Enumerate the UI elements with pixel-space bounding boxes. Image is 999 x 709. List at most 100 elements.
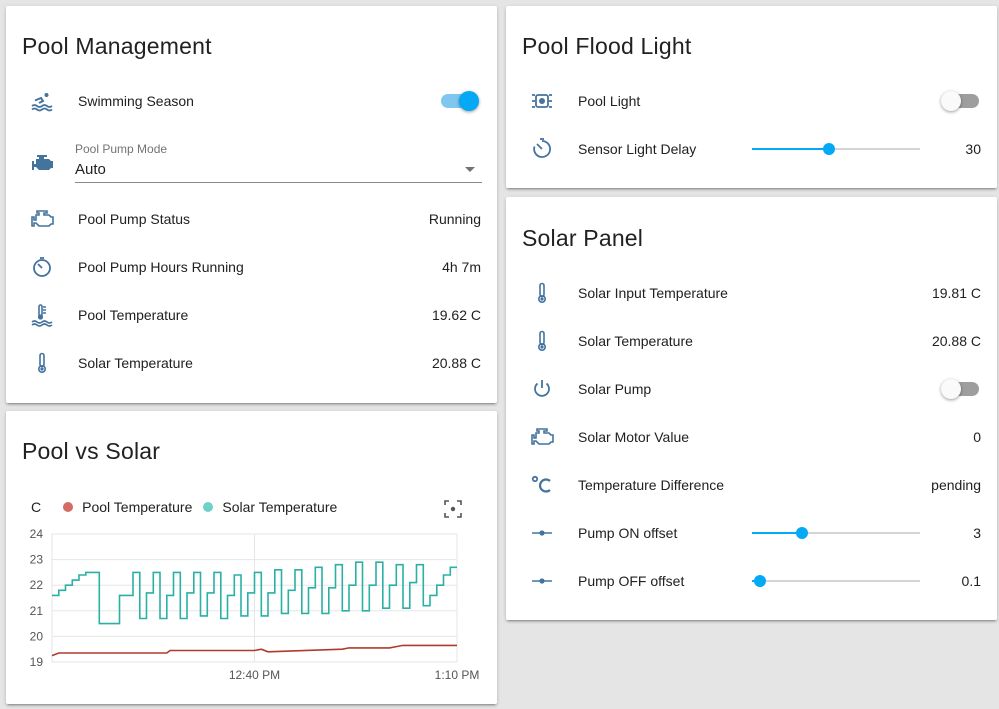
pump-on-offset-slider[interactable]	[752, 527, 920, 539]
solar-temperature-line	[52, 561, 457, 625]
y-tick-label: 21	[30, 604, 44, 618]
solar-motor-value-value: 0	[973, 429, 981, 445]
solar-pump-row[interactable]: Solar Pump	[522, 369, 981, 409]
pool-pump-status-row[interactable]: Pool Pump Status Running	[22, 199, 481, 239]
slider-thumb[interactable]	[796, 527, 809, 539]
thermometer-icon	[522, 273, 562, 313]
solar-input-temperature-label: Solar Input Temperature	[578, 285, 728, 301]
solar-pump-label: Solar Pump	[578, 381, 652, 397]
sensor-light-delay-slider-wrap	[752, 129, 920, 169]
pool-light-toggle[interactable]	[941, 91, 979, 111]
pool-temperature-row[interactable]: Pool Temperature 19.62 C	[22, 295, 481, 335]
timer-icon	[22, 247, 62, 287]
pump-off-offset-label: Pump OFF offset	[578, 573, 685, 589]
pool-pump-mode-label: Pool Pump Mode	[75, 142, 168, 156]
power-icon	[522, 369, 562, 409]
sensor-light-delay-label: Sensor Light Delay	[578, 141, 697, 157]
swimmer-icon	[22, 81, 62, 121]
celsius-icon	[522, 465, 562, 505]
slider-thumb[interactable]	[754, 575, 767, 587]
pool-pump-mode-underline	[75, 182, 482, 183]
solar-temperature-label: Solar Temperature	[578, 333, 693, 349]
sensor-light-delay-slider[interactable]	[752, 143, 920, 155]
pump-on-offset-label: Pump ON offset	[578, 525, 678, 541]
pump-off-offset-slider-wrap	[752, 561, 920, 601]
pool-vs-solar-card: Pool vs Solar C Pool Temperature Solar T…	[6, 411, 497, 704]
slider-fill	[752, 148, 830, 150]
pool-pump-status-value: Running	[428, 211, 481, 227]
timer-sand-icon	[522, 129, 562, 169]
toggle-knob	[941, 379, 961, 399]
thermometer-icon	[522, 321, 562, 361]
zoom-reset-icon[interactable]	[443, 499, 463, 519]
pool-light-row[interactable]: Pool Light	[522, 81, 981, 121]
pool-management-card: Pool Management Swimming Season Pool Pum…	[6, 6, 497, 403]
y-axis-unit: C	[31, 499, 42, 515]
solar-temperature-label: Solar Temperature	[78, 355, 193, 371]
card-title: Pool Flood Light	[522, 33, 692, 59]
solar-temperature-row[interactable]: Solar Temperature 20.88 C	[522, 321, 981, 361]
pool-pump-hours-label: Pool Pump Hours Running	[78, 259, 244, 275]
solar-temperature-value: 20.88 C	[931, 333, 981, 349]
solar-pump-toggle[interactable]	[941, 379, 979, 399]
slider-thumb[interactable]	[823, 143, 836, 155]
pool-flood-light-card: Pool Flood Light Pool Light Sensor Light…	[506, 6, 997, 188]
card-title: Pool Management	[22, 33, 212, 59]
pool-temperature-value: 19.62 C	[431, 307, 481, 323]
pump-on-offset-row[interactable]: Pump ON offset 3	[522, 513, 981, 553]
solar-motor-value-label: Solar Motor Value	[578, 429, 690, 445]
solar-temperature-value: 20.88 C	[431, 355, 481, 371]
legend-dot-solar	[203, 502, 214, 512]
pool-pump-hours-value: 4h 7m	[442, 259, 481, 275]
engine-outline-icon	[22, 199, 62, 239]
sensor-light-delay-row[interactable]: Sensor Light Delay 30	[522, 129, 981, 169]
temperature-difference-label: Temperature Difference	[578, 477, 725, 493]
swimming-season-row[interactable]: Swimming Season	[22, 81, 481, 121]
pump-off-offset-value: 0.1	[961, 573, 981, 589]
toggle-knob	[459, 91, 479, 111]
card-title: Solar Panel	[522, 225, 644, 251]
pump-off-offset-slider[interactable]	[752, 575, 920, 587]
x-tick-label: 1:10 PM	[435, 668, 480, 682]
pump-off-offset-row[interactable]: Pump OFF offset 0.1	[522, 561, 981, 601]
pool-temperature-label: Pool Temperature	[78, 307, 189, 323]
swimming-season-toggle[interactable]	[441, 91, 479, 111]
pump-on-offset-value: 3	[973, 525, 981, 541]
card-title: Pool vs Solar	[22, 438, 161, 464]
spotlight-icon	[522, 81, 562, 121]
solar-panel-card: Solar Panel Solar Input Temperature 19.8…	[506, 197, 997, 620]
thermometer-water-icon	[22, 295, 62, 335]
pool-pump-mode-row[interactable]	[22, 141, 481, 185]
chart-legend: C Pool Temperature Solar Temperature	[31, 499, 337, 515]
ray-vertex-icon	[522, 513, 562, 553]
pool-pump-hours-row[interactable]: Pool Pump Hours Running 4h 7m	[22, 247, 481, 287]
legend-solar-temperature[interactable]: Solar Temperature	[222, 499, 338, 515]
y-tick-label: 19	[30, 655, 44, 669]
y-tick-label: 20	[30, 629, 44, 643]
y-tick-label: 24	[30, 527, 44, 541]
legend-pool-temperature[interactable]: Pool Temperature	[82, 499, 193, 515]
swimming-season-label: Swimming Season	[78, 93, 194, 109]
solar-motor-value-row[interactable]: Solar Motor Value 0	[522, 417, 981, 457]
chevron-down-icon[interactable]	[465, 167, 475, 172]
engine-icon	[22, 143, 62, 183]
slider-fill	[752, 532, 803, 534]
y-tick-label: 23	[30, 553, 44, 567]
legend-dot-pool	[63, 502, 74, 512]
pool-pump-mode-value[interactable]: Auto	[75, 161, 106, 178]
solar-temperature-row[interactable]: Solar Temperature 20.88 C	[22, 343, 481, 383]
pool-temperature-line	[51, 644, 457, 657]
pump-on-offset-slider-wrap	[752, 513, 920, 553]
thermometer-icon	[22, 343, 62, 383]
line-chart: 19 20 21 22 23 24 12:40 PM 1:10 PM	[30, 527, 480, 682]
y-tick-label: 22	[30, 578, 44, 592]
x-tick-label: 12:40 PM	[229, 668, 280, 682]
ray-vertex-icon	[522, 561, 562, 601]
temperature-difference-row[interactable]: Temperature Difference pending	[522, 465, 981, 505]
solar-input-temperature-value: 19.81 C	[931, 285, 981, 301]
sensor-light-delay-value: 30	[965, 141, 981, 157]
engine-outline-icon	[522, 417, 562, 457]
solar-input-temperature-row[interactable]: Solar Input Temperature 19.81 C	[522, 273, 981, 313]
pool-light-label: Pool Light	[578, 93, 641, 109]
toggle-knob	[941, 91, 961, 111]
